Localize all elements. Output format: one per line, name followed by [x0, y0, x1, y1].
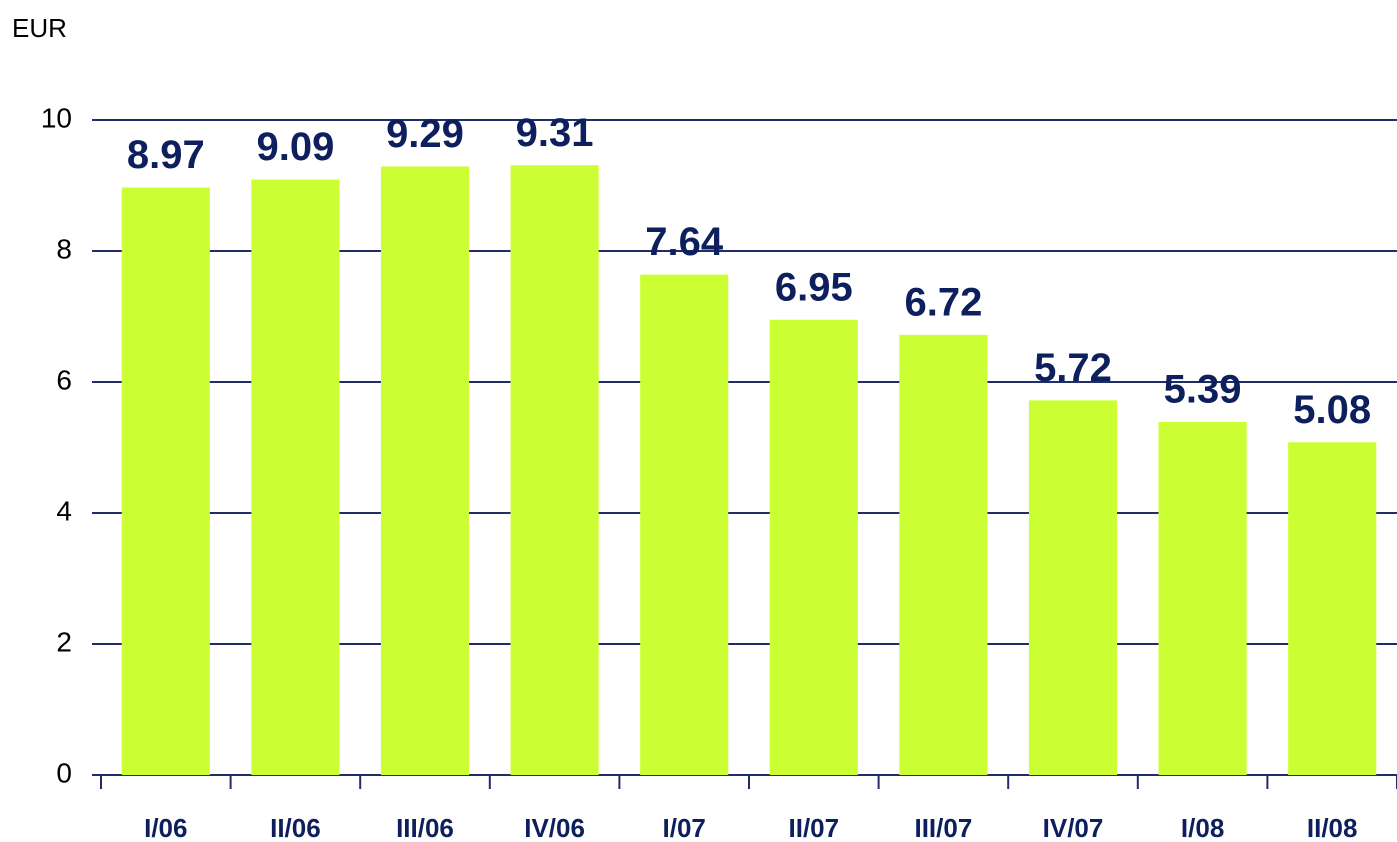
bar	[899, 334, 988, 775]
bar	[1288, 442, 1377, 775]
y-tick-label: 6	[56, 364, 72, 395]
bar	[1028, 400, 1118, 775]
bar	[251, 179, 340, 776]
value-label: 5.72	[1034, 346, 1112, 390]
x-tick-label: IV/07	[1043, 813, 1104, 842]
x-tick-label: I/07	[663, 813, 706, 842]
value-label: 7.64	[645, 220, 724, 264]
y-tick-label: 10	[41, 102, 72, 133]
value-label: 5.08	[1293, 388, 1371, 432]
x-tick-label: II/08	[1307, 813, 1358, 842]
x-tick-label: I/08	[1181, 813, 1224, 842]
value-label: 9.09	[256, 125, 334, 169]
y-axis-label: EUR	[12, 13, 67, 43]
y-tick-label: 2	[56, 626, 72, 657]
x-tick-label: I/06	[144, 813, 187, 842]
value-label: 6.95	[775, 265, 853, 309]
value-label: 8.97	[127, 133, 205, 177]
value-label: 9.29	[386, 112, 464, 156]
value-label: 5.39	[1164, 368, 1242, 412]
bar	[640, 274, 729, 775]
bar	[769, 319, 858, 775]
y-tick-label: 0	[56, 757, 72, 788]
bar	[121, 187, 210, 776]
y-tick-label: 4	[56, 495, 72, 526]
x-tick-label: III/07	[914, 813, 972, 842]
value-label: 6.72	[904, 280, 982, 324]
x-tick-label: II/06	[270, 813, 321, 842]
x-tick-label: IV/06	[524, 813, 585, 842]
value-label: 9.31	[516, 111, 594, 155]
bar	[1158, 421, 1247, 775]
bar	[380, 166, 470, 775]
bar	[510, 165, 599, 775]
x-tick-label: II/07	[789, 813, 840, 842]
y-tick-label: 8	[56, 233, 72, 264]
x-tick-label: III/06	[396, 813, 454, 842]
